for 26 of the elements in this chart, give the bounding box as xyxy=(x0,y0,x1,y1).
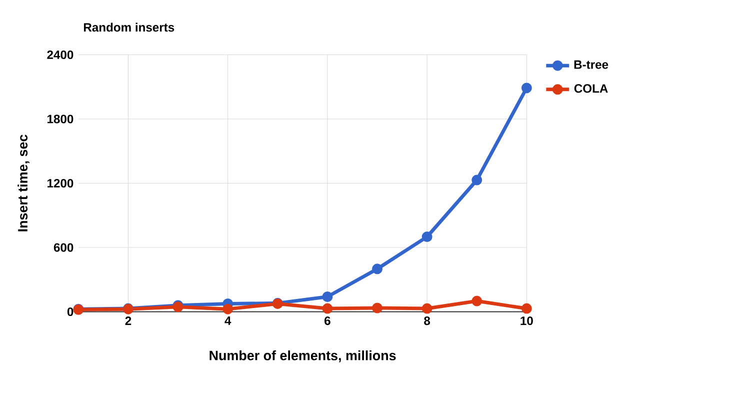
y-tick-label: 2400 xyxy=(47,50,74,60)
y-tick-label: 0 xyxy=(67,307,74,316)
x-tick-label: 2 xyxy=(125,316,132,325)
y-tick-label: 600 xyxy=(54,243,74,252)
point xyxy=(322,292,333,302)
y-axis-title: Insert time, sec xyxy=(18,134,30,232)
x-tick-label: 6 xyxy=(324,316,330,326)
point xyxy=(422,232,432,242)
point xyxy=(222,304,234,314)
y-tick-label: 1800 xyxy=(48,114,74,124)
legend-label: B-tree xyxy=(574,60,608,69)
point xyxy=(322,303,333,314)
point xyxy=(372,302,382,314)
point xyxy=(472,174,482,186)
legend-label: COLA xyxy=(574,84,608,93)
point xyxy=(521,82,532,94)
point xyxy=(422,303,432,314)
x-tick-label: 4 xyxy=(224,316,232,325)
x-axis-title: Number of elements, millions xyxy=(210,350,396,362)
point xyxy=(372,264,382,274)
x-tick-label: 10 xyxy=(520,316,533,326)
x-tick-label: 8 xyxy=(424,316,430,326)
y-tick-label: 1200 xyxy=(48,178,74,188)
point xyxy=(472,296,482,306)
point xyxy=(521,303,532,314)
chart-title: Random inserts xyxy=(84,22,174,32)
